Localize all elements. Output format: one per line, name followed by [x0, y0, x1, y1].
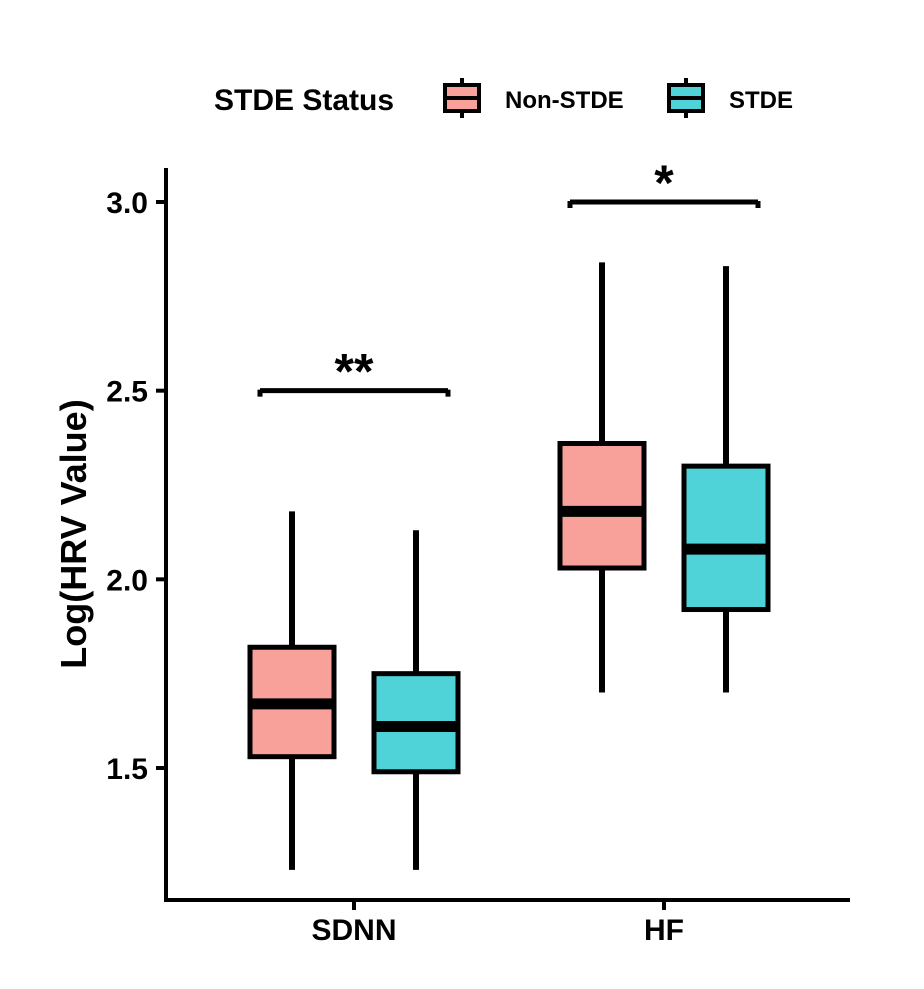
- y-axis-label: Log(HRV Value): [53, 399, 94, 668]
- y-tick-label: 2.0: [106, 564, 148, 597]
- y-tick-label: 2.5: [106, 376, 148, 409]
- legend-title: STDE Status: [214, 84, 394, 117]
- box-stde-sdnn: [371, 530, 461, 870]
- legend-entry-stde: STDE: [667, 78, 793, 118]
- legend-entry-non-stde: Non-STDE: [443, 78, 624, 118]
- legend: STDE Status Non-STDE STDE: [214, 78, 793, 118]
- y-tick-label: 1.5: [106, 753, 148, 786]
- significance-annotations: ***: [257, 155, 761, 400]
- legend-label: Non-STDE: [505, 87, 624, 114]
- significance-sdnn: **: [257, 344, 451, 400]
- significance-label: *: [654, 155, 674, 211]
- box-non-stde-hf: [557, 262, 647, 693]
- box-iqr: [681, 463, 771, 613]
- axes: 1.5 2.0 2.5 3.0 SDNN HF Log(HRV Value): [53, 168, 850, 947]
- box-stde-hf: [681, 266, 771, 693]
- box-non-stde-sdnn: [247, 511, 337, 870]
- significance-label: **: [335, 344, 374, 400]
- x-tick-label: SDNN: [311, 914, 396, 947]
- boxes: [247, 262, 771, 870]
- x-tick-label: HF: [644, 914, 684, 947]
- legend-label: STDE: [729, 87, 793, 114]
- significance-hf: *: [567, 155, 761, 211]
- y-tick-label: 3.0: [106, 187, 148, 220]
- box-iqr: [557, 440, 647, 571]
